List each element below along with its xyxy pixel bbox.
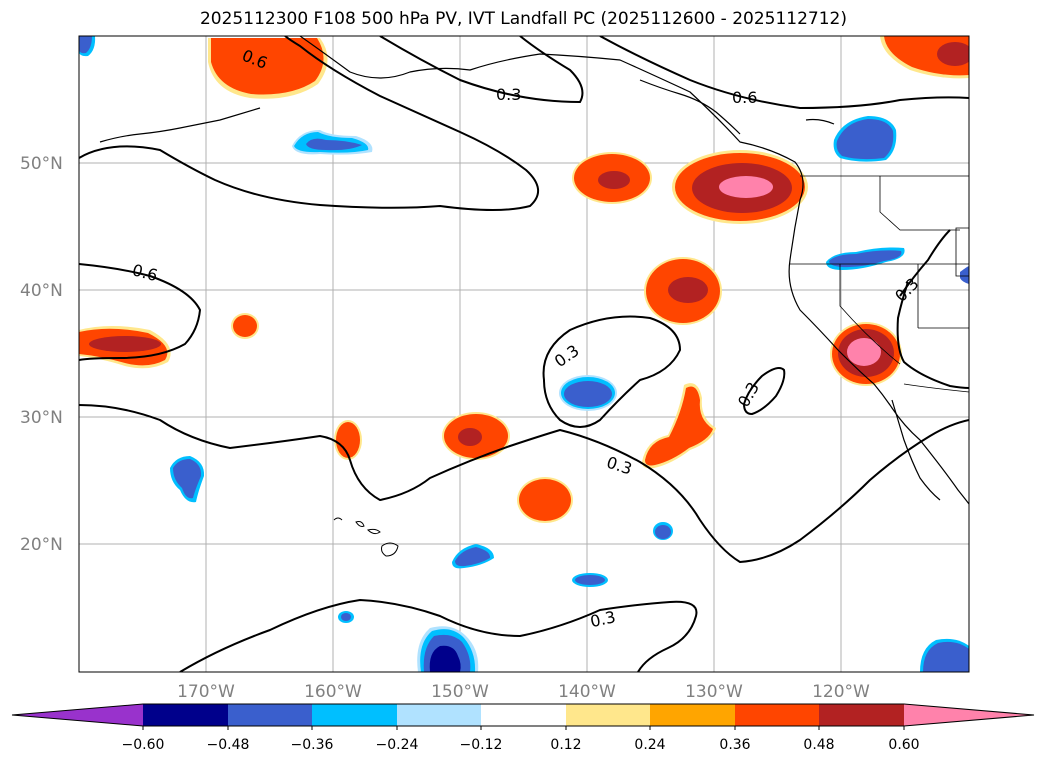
- anomaly-blob: [564, 381, 612, 407]
- contour-line: [896, 281, 969, 389]
- anomaly-blob: [937, 42, 969, 66]
- colorbar: −0.60 −0.48 −0.36 −0.24 −0.12 0.12 0.24 …: [11, 703, 1035, 753]
- anomaly-blob: [455, 547, 491, 567]
- colorbar-extend-low: [12, 704, 143, 726]
- colorbar-tick-label: −0.48: [207, 737, 250, 753]
- lon-label-160w: 160°W: [304, 682, 362, 702]
- anomaly-blob: [173, 459, 202, 499]
- map-title: 2025112300 F108 500 hPa PV, IVT Landfall…: [199, 9, 847, 29]
- colorbar-tick-label: 0.60: [888, 737, 919, 753]
- colorbar-bin: [312, 704, 397, 726]
- colorbar-bin: [566, 704, 650, 726]
- anomaly-blob: [341, 613, 351, 621]
- anomaly-blob: [960, 266, 969, 284]
- colorbar-tick-label: −0.24: [376, 737, 419, 753]
- anomaly-blob: [655, 525, 671, 539]
- pv-negative-anomalies: [79, 36, 969, 672]
- lon-label-140w: 140°W: [558, 682, 616, 702]
- lon-label-120w: 120°W: [812, 682, 870, 702]
- colorbar-tick-label: 0.48: [803, 737, 834, 753]
- contour-line: [79, 36, 539, 211]
- coastline: [805, 118, 835, 125]
- anomaly-blob: [923, 641, 969, 672]
- anomaly-blob: [829, 250, 902, 268]
- anomaly-blob: [836, 119, 894, 160]
- contour-label: 0.3: [496, 85, 521, 104]
- anomaly-blob: [668, 277, 708, 303]
- anomaly-blob: [519, 479, 571, 521]
- latitude-labels: 50°N 40°N 30°N 20°N: [20, 154, 63, 555]
- contour-label: 0.3: [588, 607, 617, 631]
- coastlines: [99, 36, 969, 505]
- anomaly-blob: [429, 645, 461, 672]
- colorbar-bin: [650, 704, 735, 726]
- lon-label-150w: 150°W: [431, 682, 489, 702]
- anomaly-blob: [89, 336, 161, 352]
- anomaly-blob: [79, 36, 92, 54]
- contour-line: [79, 404, 969, 564]
- contour-line: [179, 598, 698, 672]
- anomaly-blob: [847, 338, 881, 366]
- contour-line: [742, 367, 786, 416]
- anomaly-blob: [211, 38, 324, 95]
- lat-label-30n: 30°N: [20, 408, 63, 428]
- lat-label-20n: 20°N: [20, 535, 63, 555]
- contour-line: [79, 263, 202, 361]
- contour-label: 0.6: [732, 88, 757, 107]
- anomaly-blob: [575, 575, 605, 585]
- colorbar-tick-label: 0.36: [719, 737, 750, 753]
- colorbar-bin: [735, 704, 819, 726]
- contour-line: [379, 36, 584, 104]
- colorbar-bin: [819, 704, 904, 726]
- colorbar-tick-label: −0.60: [122, 737, 165, 753]
- coastline: [299, 36, 969, 505]
- lon-label-130w: 130°W: [685, 682, 743, 702]
- hawaiian-islands: [333, 517, 399, 557]
- contour-line: [542, 315, 682, 428]
- colorbar-extend-high: [904, 704, 1034, 726]
- colorbar-tick-label: 0.12: [550, 737, 581, 753]
- colorbar-tick-label: 0.24: [634, 737, 665, 753]
- colorbar-tick-label: −0.12: [460, 737, 503, 753]
- colorbar-bin: [143, 704, 228, 726]
- longitude-labels: 170°W 160°W 150°W 140°W 130°W 120°W: [177, 682, 870, 702]
- map-frame: [78, 35, 970, 673]
- colorbar-tick-label: −0.36: [291, 737, 334, 753]
- colorbar-bin: [481, 704, 566, 726]
- coastline: [891, 399, 941, 501]
- anomaly-blob: [336, 422, 360, 458]
- political-boundaries: [790, 175, 969, 393]
- contour-line: [599, 36, 969, 110]
- coastline: [639, 79, 741, 135]
- lon-label-170w: 170°W: [177, 682, 235, 702]
- map-content: 0.6 0.3 0.6 0.6 0.3 0.3 0.3 0.3 0.3: [79, 36, 969, 672]
- colorbar-bin: [397, 704, 481, 726]
- ivt-contours: [79, 36, 969, 672]
- lat-label-40n: 40°N: [20, 281, 63, 301]
- colorbar-bin: [228, 704, 312, 726]
- anomaly-blob: [719, 176, 773, 198]
- map-background: [79, 36, 969, 672]
- anomaly-blob: [598, 171, 630, 189]
- anomaly-blob: [645, 386, 713, 466]
- anomaly-blob: [233, 315, 257, 337]
- anomaly-blob: [306, 138, 362, 151]
- anomaly-blob: [458, 428, 482, 446]
- lat-label-50n: 50°N: [20, 154, 63, 174]
- coastline: [99, 107, 261, 143]
